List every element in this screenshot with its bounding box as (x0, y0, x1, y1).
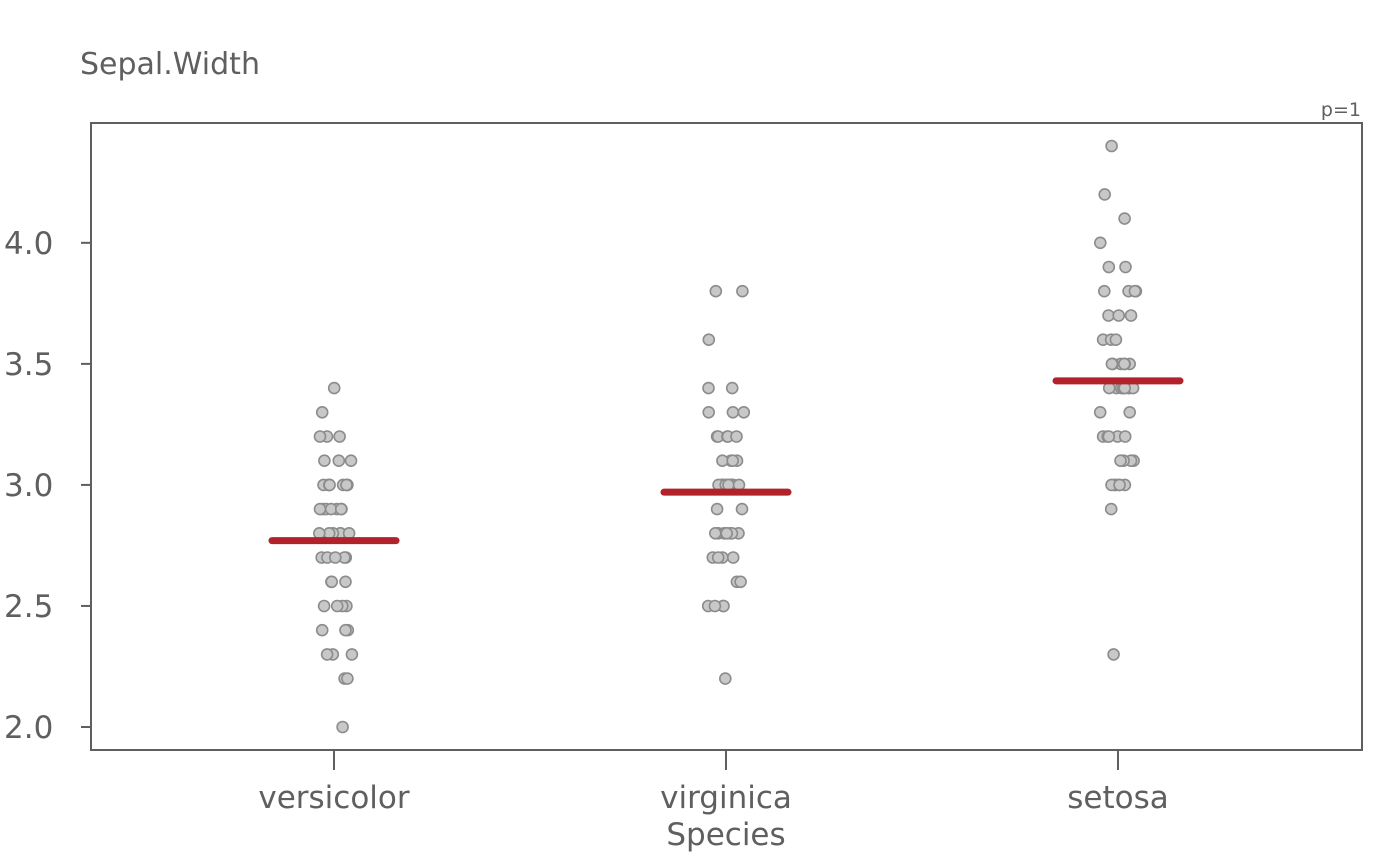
data-point (735, 502, 749, 516)
data-point (702, 405, 716, 419)
x-tick-label-virginica: virginica (660, 780, 792, 816)
data-point (345, 648, 359, 661)
y-tick-label: 3.0 (4, 468, 53, 504)
data-point (1105, 357, 1119, 371)
x-tick-label-versicolor: versicolor (258, 780, 410, 816)
data-point (710, 502, 724, 516)
y-tick-label: 3.5 (4, 347, 53, 383)
data-point (737, 405, 751, 419)
data-point (1102, 309, 1115, 322)
data-point (332, 454, 346, 468)
data-point (734, 575, 747, 589)
data-point (1102, 260, 1116, 274)
x-axis: versicolor virginica setosa (258, 750, 1169, 816)
p-value-annotation: p=1 (1321, 99, 1361, 121)
data-point (315, 623, 329, 637)
y-tick-label: 2.0 (4, 710, 53, 746)
data-points (312, 139, 1143, 734)
data-point (711, 551, 725, 564)
data-point (313, 430, 327, 443)
data-point (1104, 502, 1118, 516)
data-point (1112, 309, 1125, 322)
data-point (1118, 212, 1131, 225)
data-point (726, 405, 740, 419)
data-point (318, 454, 331, 468)
data-point (317, 599, 331, 613)
data-point (1118, 430, 1132, 443)
data-point (323, 478, 336, 492)
data-point (341, 672, 354, 685)
data-point (1119, 260, 1132, 274)
data-point (1102, 430, 1116, 443)
data-point (339, 623, 352, 637)
data-point (330, 599, 344, 613)
data-point (1094, 236, 1107, 250)
data-point (327, 381, 341, 395)
y-axis: 2.0 2.5 3.0 3.5 4.0 (4, 226, 91, 746)
data-point (730, 430, 743, 443)
data-point (702, 381, 715, 395)
data-point (333, 430, 346, 443)
data-point (1124, 309, 1138, 322)
data-point (726, 454, 740, 468)
data-point (702, 333, 716, 347)
data-point (1113, 478, 1126, 492)
data-point (1123, 405, 1136, 419)
data-point (716, 454, 729, 468)
data-point (336, 720, 349, 734)
data-point (1093, 405, 1107, 419)
data-point (334, 502, 348, 516)
data-point (736, 284, 749, 298)
data-point (1109, 333, 1123, 347)
data-point (1098, 188, 1111, 201)
data-point (340, 478, 353, 492)
data-point (344, 454, 358, 468)
data-point (718, 672, 732, 685)
data-point (313, 502, 327, 516)
data-point (325, 575, 339, 589)
data-point (726, 551, 740, 564)
data-point (328, 551, 342, 564)
mean-lines (268, 377, 1184, 545)
data-point (1128, 284, 1142, 298)
y-axis-title: Sepal.Width (80, 47, 260, 82)
data-point (720, 526, 734, 540)
data-point (1118, 357, 1131, 371)
data-point (1105, 139, 1118, 153)
data-point (725, 381, 739, 395)
x-tick-label-setosa: setosa (1067, 780, 1169, 816)
data-point (339, 575, 352, 589)
data-point (315, 405, 329, 419)
data-point (709, 284, 723, 298)
data-point (1114, 454, 1127, 468)
data-point (1107, 648, 1120, 661)
x-axis-title: Species (666, 817, 785, 853)
y-tick-label: 4.0 (4, 226, 53, 262)
data-point (320, 648, 334, 661)
data-point (1098, 284, 1111, 298)
data-point (708, 526, 722, 540)
data-point (708, 599, 722, 613)
y-tick-label: 2.5 (4, 589, 53, 625)
